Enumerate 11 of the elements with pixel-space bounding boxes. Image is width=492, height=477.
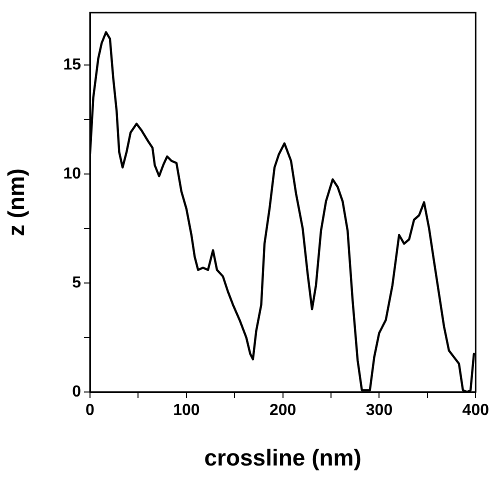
x-tick-label: 300 — [366, 402, 393, 420]
y-tick-label: 15 — [63, 56, 82, 74]
x-tick-label: 100 — [173, 402, 200, 420]
x-axis-title: crossline (nm) — [204, 444, 362, 471]
y-tick-label: 0 — [72, 383, 82, 400]
x-tick-label: 200 — [269, 402, 296, 420]
y-axis-title: z (nm) — [3, 168, 30, 236]
x-tick-label: 400 — [462, 402, 490, 420]
y-tick-label: 5 — [72, 274, 82, 292]
x-tick-label: 0 — [86, 402, 95, 420]
y-tick-label: 10 — [63, 165, 82, 182]
